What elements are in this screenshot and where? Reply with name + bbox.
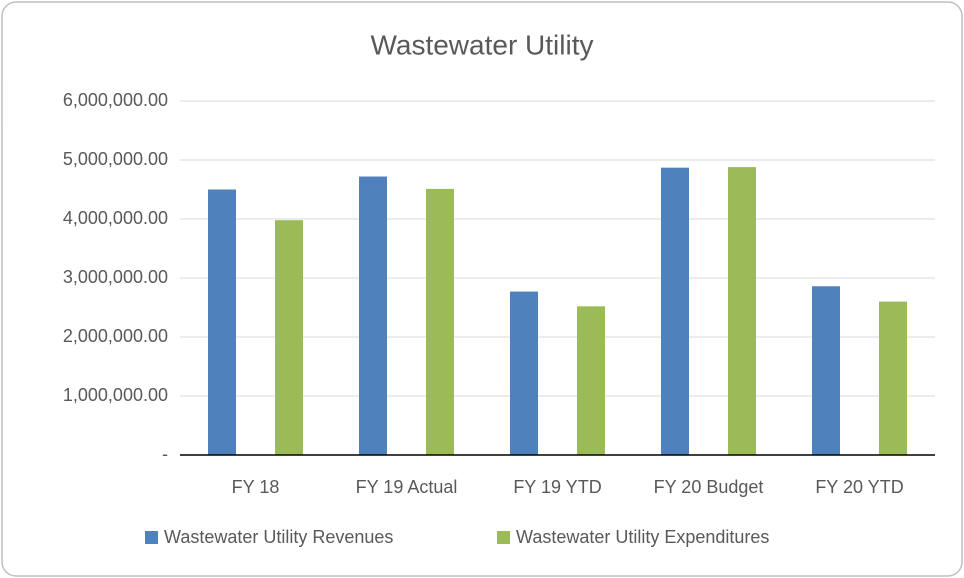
- x-tick-label: FY 19 Actual: [356, 477, 458, 497]
- bar: [426, 188, 454, 455]
- bar: [577, 306, 605, 455]
- y-tick-label: 1,000,000.00: [63, 385, 168, 405]
- bar: [359, 176, 387, 455]
- chart-title: Wastewater Utility: [370, 29, 593, 60]
- y-tick-label: 3,000,000.00: [63, 267, 168, 287]
- legend-label: Wastewater Utility Revenues: [164, 527, 393, 547]
- legend-swatch: [497, 531, 510, 544]
- y-tick-label: 2,000,000.00: [63, 326, 168, 346]
- bar: [661, 167, 689, 456]
- legend-swatch: [145, 531, 158, 544]
- bar: [812, 286, 840, 455]
- y-tick-label: 5,000,000.00: [63, 149, 168, 169]
- y-tick-label: 6,000,000.00: [63, 90, 168, 110]
- x-tick-label: FY 19 YTD: [513, 477, 601, 497]
- bar: [728, 167, 756, 455]
- x-tick-label: FY 20 YTD: [815, 477, 903, 497]
- bar: [510, 291, 538, 455]
- x-tick-label: FY 18: [232, 477, 280, 497]
- bar: [879, 301, 907, 455]
- x-tick-label: FY 20 Budget: [654, 477, 764, 497]
- bar: [208, 189, 236, 455]
- y-tick-label: -: [162, 444, 168, 464]
- y-tick-label: 4,000,000.00: [63, 208, 168, 228]
- legend-label: Wastewater Utility Expenditures: [516, 527, 769, 547]
- bar: [275, 220, 303, 455]
